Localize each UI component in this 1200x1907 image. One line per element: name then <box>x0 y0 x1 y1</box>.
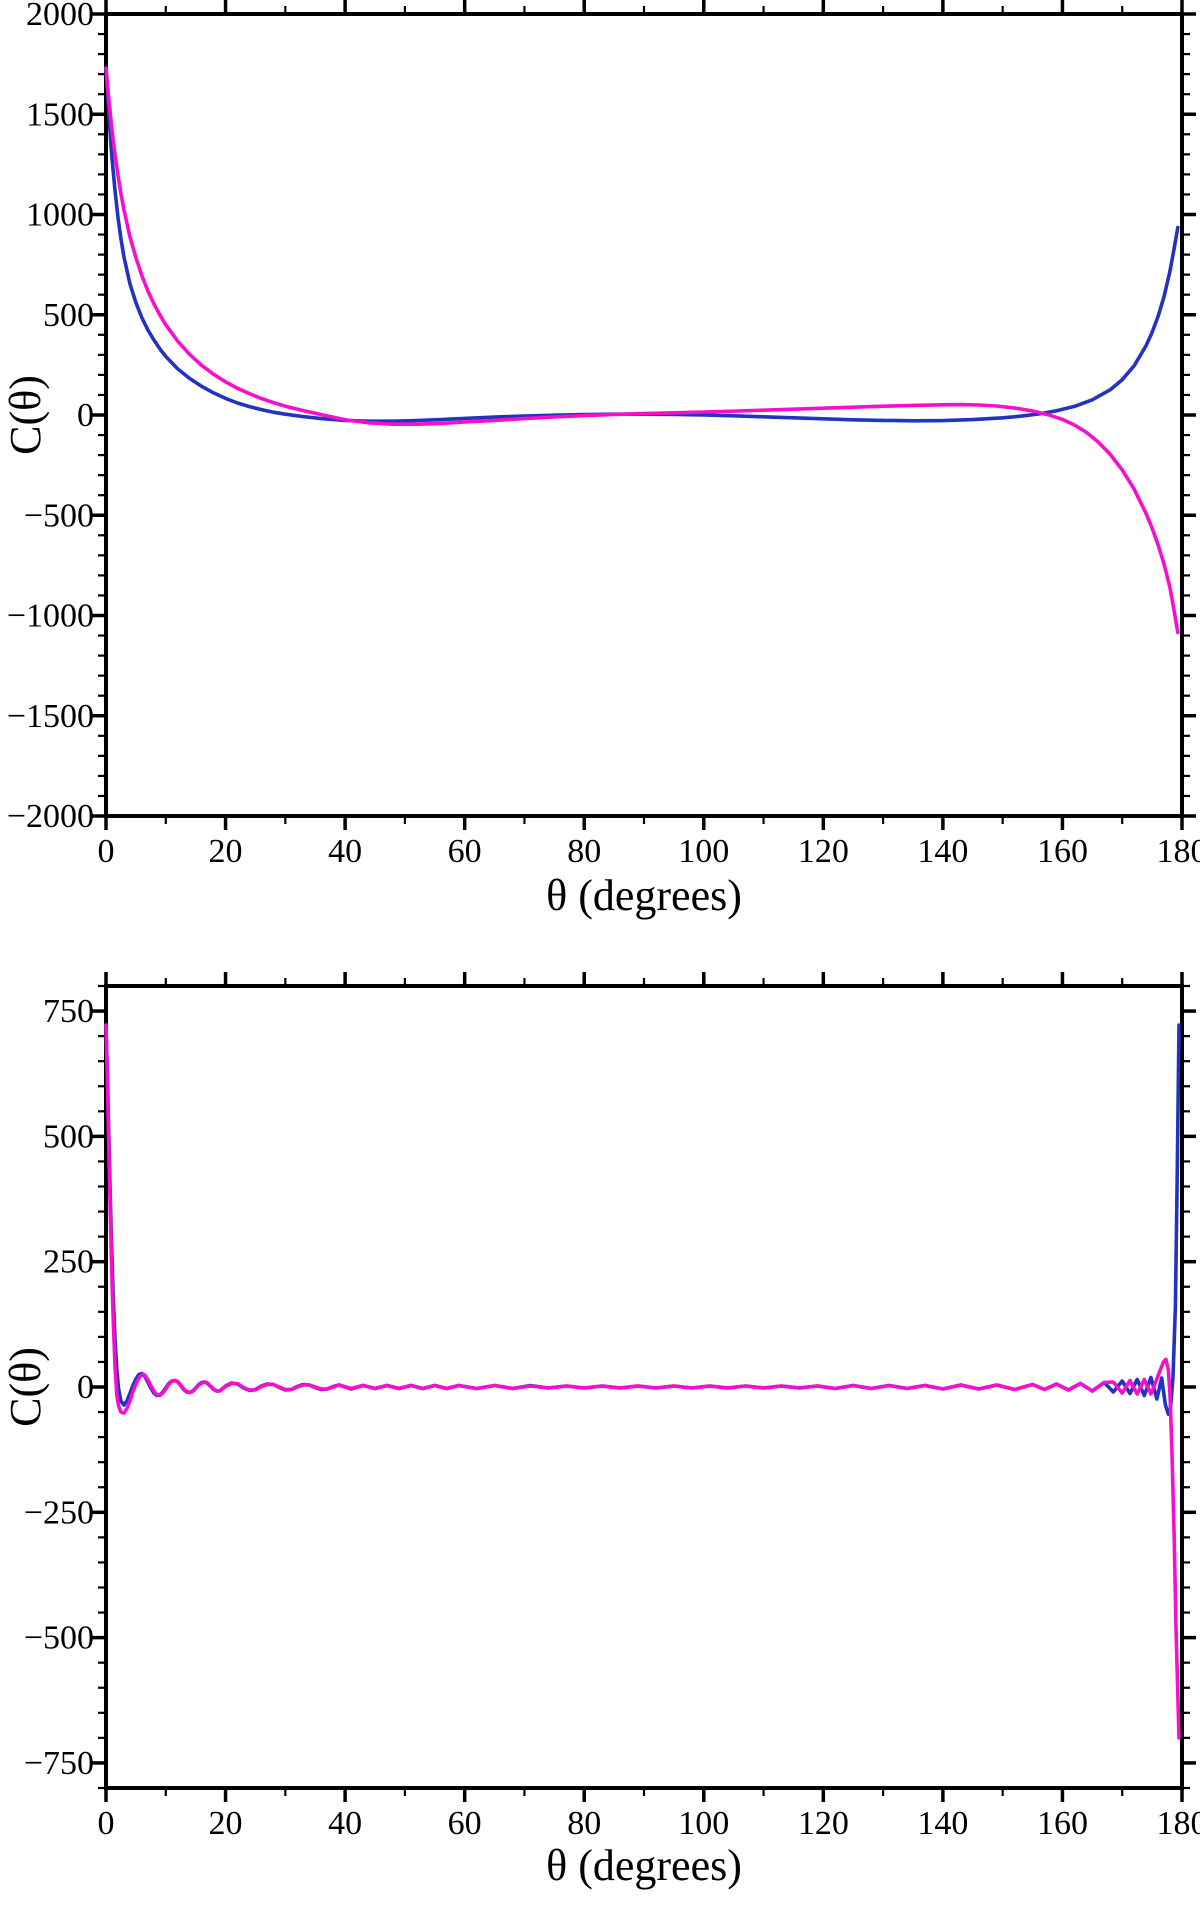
top-chart-ylabel: C(θ) <box>1 375 50 455</box>
top-chart-y-tick-label: −1500 <box>7 698 94 735</box>
bottom-chart-x-tick-label: 140 <box>917 1805 968 1842</box>
bottom-chart-frame <box>104 984 1184 1790</box>
bottom-chart-blue-curve-line <box>104 1023 1181 1416</box>
top-chart-y-tick-label: −2000 <box>7 798 94 835</box>
bottom-chart-x-tick-label: 80 <box>567 1805 601 1842</box>
bottom-chart-x-tick-label: 20 <box>209 1805 243 1842</box>
top-chart-ticks <box>92 0 1196 830</box>
bottom-chart-y-tick-label: −250 <box>24 1494 94 1531</box>
top-chart-frame <box>104 12 1184 818</box>
bottom-chart-y-tick-label: 500 <box>43 1118 94 1155</box>
top-chart-x-tick-label: 120 <box>798 833 849 870</box>
bottom-chart-x-tick-label: 100 <box>678 1805 729 1842</box>
top-chart-blue-curve-line <box>104 66 1180 424</box>
top-chart-magenta-curve-line <box>104 66 1180 635</box>
bottom-chart-y-tick-label: −750 <box>24 1745 94 1782</box>
top-chart-mount: 0 20 40 60 80 100 120 140 160 180 −2000 −1500 −1000 −… <box>0 0 1200 953</box>
top-chart-y-tick-label: 500 <box>43 297 94 334</box>
top-chart-svg: 0 20 40 60 80 100 120 140 160 180 −2000 −1500 −1000 −… <box>1 0 1200 920</box>
bottom-chart-ylabel: C(θ) <box>1 1347 50 1427</box>
bottom-chart-magenta-curve-line <box>104 1023 1181 1740</box>
top-chart-y-tick-label: 1000 <box>26 197 94 234</box>
top-chart-y-tick-label: −1000 <box>7 598 94 635</box>
top-chart-xlabel: θ (degrees) <box>546 871 742 920</box>
bottom-chart-x-tick-label: 160 <box>1037 1805 1088 1842</box>
bottom-chart-y-tick-label: 750 <box>43 993 94 1030</box>
top-chart-x-tick-label: 80 <box>567 833 601 870</box>
top-chart-y-tick-label: −500 <box>24 497 94 534</box>
top-chart-y-tick-label: 1500 <box>26 96 94 133</box>
top-chart-x-tick-label: 100 <box>678 833 729 870</box>
bottom-chart-y-tick-label: 0 <box>77 1369 94 1406</box>
bottom-chart-x-tick-label: 40 <box>328 1805 362 1842</box>
bottom-chart-x-tick-label: 60 <box>448 1805 482 1842</box>
top-chart-x-tick-label: 160 <box>1037 833 1088 870</box>
bottom-chart-x-tick-label: 0 <box>98 1805 115 1842</box>
bottom-chart-svg: 0 20 40 60 80 100 120 140 160 180 −750 −500 −250 0 250… <box>1 972 1200 1890</box>
top-chart-x-tick-label: 0 <box>98 833 115 870</box>
bottom-chart-xlabel: θ (degrees) <box>546 1841 742 1890</box>
bottom-chart-x-tick-label: 120 <box>798 1805 849 1842</box>
bottom-chart-x-tick-label: 180 <box>1157 1805 1200 1842</box>
bottom-chart-y-tick-label: 250 <box>43 1244 94 1281</box>
bottom-chart-y-tick-label: −500 <box>24 1620 94 1657</box>
top-chart-x-tick-label: 140 <box>917 833 968 870</box>
top-chart-x-tick-label: 20 <box>209 833 243 870</box>
bottom-chart-mount: 0 20 40 60 80 100 120 140 160 180 −750 −500 −250 0 250… <box>0 953 1200 1907</box>
top-chart-y-tick-label: 0 <box>77 397 94 434</box>
top-chart-y-tick-label: 2000 <box>26 0 94 33</box>
top-chart-x-tick-label: 60 <box>448 833 482 870</box>
top-chart-x-tick-label: 180 <box>1157 833 1200 870</box>
top-chart-x-tick-label: 40 <box>328 833 362 870</box>
